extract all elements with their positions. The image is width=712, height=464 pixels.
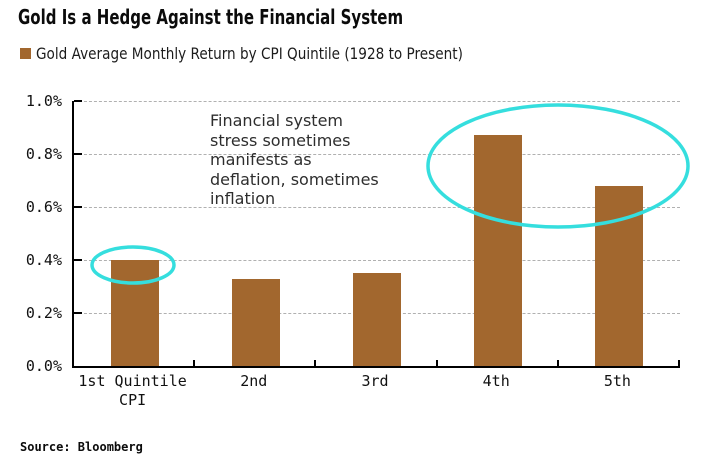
gridline [74,101,680,102]
y-axis-tick [74,312,82,314]
x-axis-label: 5th [603,372,631,390]
bar-1st-quintile [110,260,159,366]
gridline [74,154,680,155]
source-note: Source: Bloomberg [20,440,143,454]
y-axis-label: 1.0% [25,92,62,110]
y-axis-tick [74,259,82,261]
legend-label: Gold Average Monthly Return by CPI Quint… [36,43,463,63]
legend: Gold Average Monthly Return by CPI Quint… [20,43,538,63]
x-axis-tick [678,360,680,366]
bar-2nd [231,278,280,366]
gridline [74,207,680,208]
y-axis-label: 0.2% [25,304,62,322]
x-axis-tick [556,360,559,366]
y-axis-tick [74,206,82,208]
legend-swatch-icon [20,47,31,59]
x-axis-label: 3rd [361,372,389,390]
x-axis-label: 4th [482,372,510,390]
y-axis-label: 0.6% [25,198,62,216]
x-axis-tick [314,360,317,366]
bar-5th [595,185,644,366]
y-axis-tick [74,100,82,102]
bar-3rd [353,273,401,366]
y-axis-tick [74,153,82,155]
x-axis-label: 1st Quintile CPI [78,372,187,409]
bar-4th [474,135,523,366]
y-axis-labels: 0.0% 0.2% 0.4% 0.6% 0.8% 1.0% [4,92,62,375]
gridline [74,260,680,261]
annotation-text: Financial system stress sometimes manife… [210,111,379,208]
y-axis-label: 0.0% [25,357,62,375]
chart-title: Gold Is a Hedge Against the Financial Sy… [18,5,404,29]
x-axis-label: 2nd [240,372,268,390]
y-axis-label: 0.4% [25,251,62,269]
y-axis-label: 0.8% [25,145,62,163]
x-axis-tick [435,360,438,366]
x-axis-tick [193,360,196,366]
